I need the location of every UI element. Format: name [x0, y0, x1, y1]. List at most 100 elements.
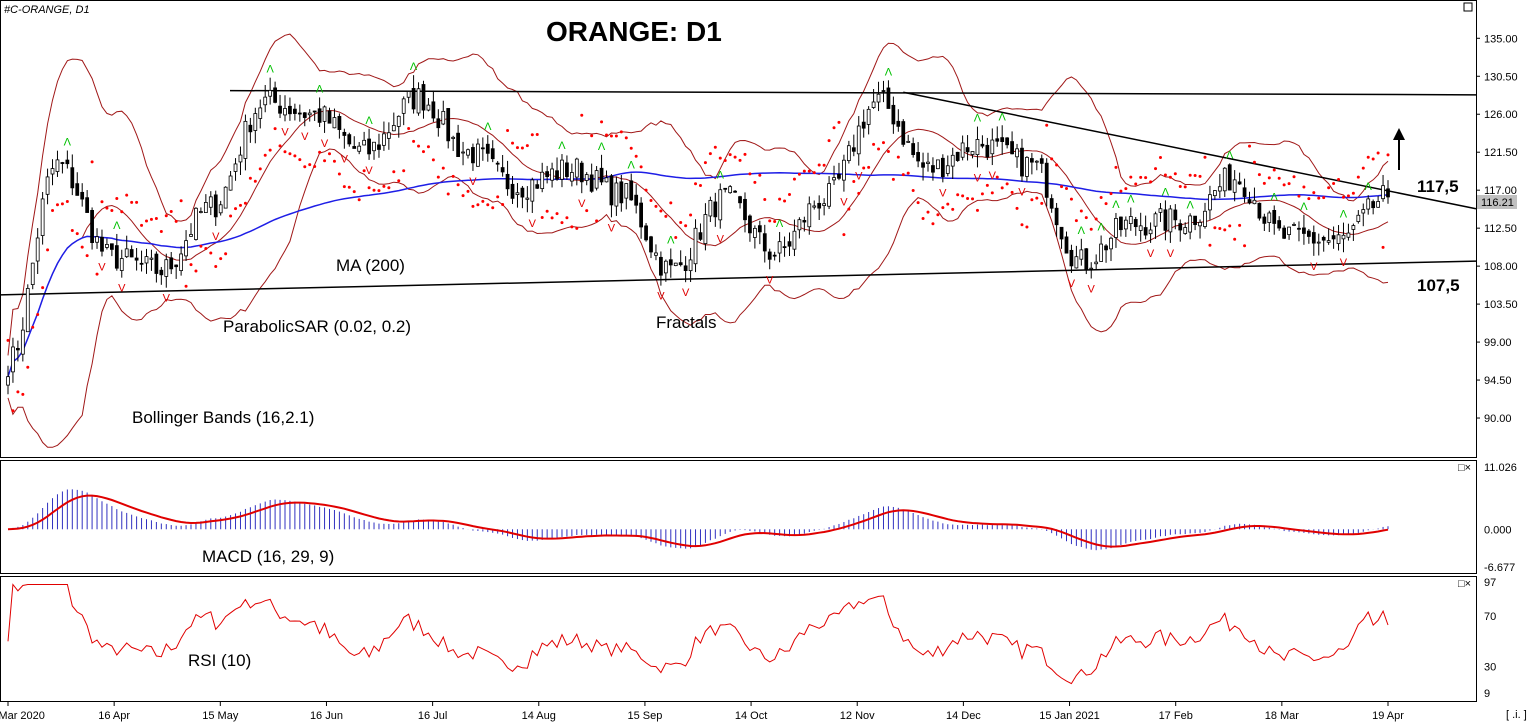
candle-body — [421, 84, 426, 111]
sar-dot — [1371, 157, 1375, 161]
fractal-up-marker: Λ — [717, 169, 725, 181]
candle-body — [322, 106, 327, 122]
candle-body — [1163, 209, 1168, 231]
sar-dot — [713, 145, 717, 149]
sar-dot — [1163, 173, 1167, 177]
candle-body — [446, 108, 451, 142]
sar-dot — [921, 217, 925, 221]
sar-dot — [1292, 175, 1296, 179]
sar-dot — [1045, 123, 1049, 127]
sar-dot — [436, 175, 440, 179]
candle-body — [372, 141, 376, 152]
candle-body — [1114, 218, 1118, 238]
sar-dot — [703, 161, 707, 165]
candle-body — [931, 165, 935, 173]
sar-dot — [788, 192, 792, 196]
price-tick-label: 90.00 — [1484, 413, 1512, 425]
date-tick-label: 12 Nov — [840, 710, 875, 722]
candle-body — [837, 173, 841, 179]
sar-dot — [525, 144, 529, 148]
candle-body — [1381, 185, 1385, 200]
candle-body — [960, 142, 965, 158]
fractal-up-marker: Λ — [1340, 209, 1348, 221]
rsi-label: RSI (10) — [188, 651, 251, 670]
sar-dot — [120, 210, 124, 214]
candle-body — [738, 196, 742, 204]
sar-dot — [397, 179, 401, 183]
sar-dot — [862, 166, 866, 170]
candle-body — [1267, 212, 1272, 223]
sar-label: ParabolicSAR (0.02, 0.2) — [223, 317, 411, 336]
sar-dot — [224, 252, 228, 256]
sar-dot — [604, 133, 608, 137]
sar-dot — [565, 216, 569, 220]
candle-body — [614, 182, 619, 207]
candle-body — [50, 168, 55, 175]
candle-body — [1089, 267, 1094, 270]
rsi-window-icon[interactable]: □× — [1458, 578, 1471, 590]
sar-dot — [80, 245, 84, 249]
sar-dot — [1351, 191, 1355, 195]
macd-window-icon[interactable]: □× — [1458, 462, 1471, 474]
candle-body — [119, 258, 124, 271]
sar-dot — [1040, 201, 1044, 205]
sar-dot — [570, 225, 574, 229]
candle-body — [342, 131, 347, 136]
price-tick-label: 135.00 — [1484, 33, 1518, 45]
sar-dot — [481, 199, 485, 203]
last-price-value: 116.21 — [1481, 197, 1514, 209]
sar-dot — [1089, 227, 1093, 231]
candle-body — [560, 159, 564, 180]
candle-body — [238, 154, 243, 163]
sar-dot — [1084, 216, 1088, 220]
descending-trendline — [903, 91, 1477, 210]
sar-dot — [1203, 155, 1207, 159]
candle-body — [441, 110, 446, 125]
sar-dot — [1277, 176, 1281, 180]
sar-dot — [75, 232, 79, 236]
sar-dot — [1178, 185, 1182, 189]
candle-body — [990, 139, 995, 155]
candle-body — [911, 143, 916, 155]
candle-body — [1252, 199, 1257, 205]
candle-body — [1168, 208, 1173, 233]
sar-dot — [1000, 186, 1004, 190]
scroll-corner-icon[interactable]: [ .i. ] — [1506, 709, 1527, 721]
candle-body — [35, 237, 40, 262]
candle-body — [817, 202, 822, 209]
sar-dot — [966, 196, 970, 200]
candle-body — [401, 98, 406, 114]
candle-body — [357, 145, 362, 152]
sar-dot — [347, 185, 351, 189]
candle-body — [174, 264, 179, 268]
sar-dot — [332, 159, 336, 163]
candle-body — [540, 171, 545, 189]
candle-body — [812, 205, 817, 208]
candle-body — [327, 110, 332, 124]
fractal-down-marker: V — [98, 261, 106, 273]
sar-dot — [827, 139, 831, 143]
fractal-down-marker: V — [974, 172, 982, 184]
candle-body — [386, 132, 391, 139]
candle-body — [574, 158, 579, 178]
fractal-down-marker: V — [608, 222, 616, 234]
candle-body — [1010, 141, 1014, 155]
sar-dot — [877, 147, 881, 151]
sar-dot — [1307, 197, 1311, 201]
candle-body — [159, 269, 164, 276]
window-restore-icon[interactable] — [1463, 2, 1473, 12]
sar-dot — [1341, 195, 1345, 199]
fractal-up-marker: Λ — [113, 220, 121, 232]
sar-dot — [1134, 182, 1138, 186]
candle-body — [471, 147, 475, 164]
candle-body — [1015, 148, 1019, 158]
candle-body — [881, 90, 886, 92]
candle-body — [1039, 158, 1044, 164]
candle-body — [476, 143, 480, 167]
candle-body — [1153, 213, 1158, 227]
sar-dot — [337, 172, 341, 176]
bollinger-middle-band — [7, 109, 1389, 377]
sar-dot — [451, 174, 455, 178]
candle-body — [347, 134, 352, 145]
sar-dot — [901, 173, 905, 177]
